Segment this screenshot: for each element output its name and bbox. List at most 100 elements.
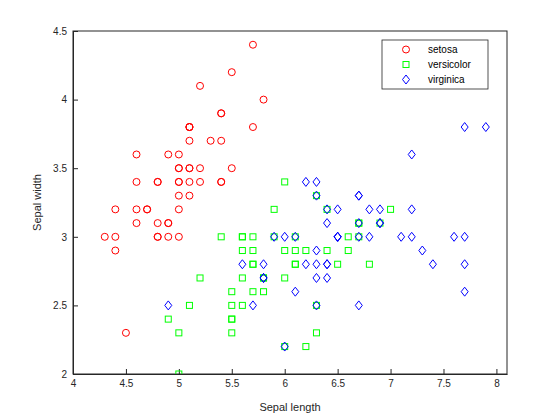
legend-label: setosa <box>428 44 458 55</box>
point <box>313 246 320 255</box>
y-tick-label: 2 <box>61 369 67 380</box>
point <box>197 82 204 89</box>
point <box>207 137 214 144</box>
point <box>303 248 309 254</box>
point <box>175 151 182 158</box>
x-tick-label: 5 <box>177 378 183 389</box>
point <box>154 178 161 185</box>
point <box>271 206 277 212</box>
point <box>133 206 140 213</box>
point <box>345 248 351 254</box>
points <box>101 41 489 374</box>
point <box>175 192 182 199</box>
point <box>165 220 172 227</box>
point <box>239 302 245 308</box>
point <box>197 275 203 281</box>
point <box>176 330 182 336</box>
point <box>186 137 193 144</box>
y-tick: 2.5 <box>53 300 78 311</box>
point <box>239 234 245 240</box>
point <box>334 232 341 241</box>
point <box>228 165 235 172</box>
y-tick-label: 2.5 <box>53 300 67 311</box>
point <box>186 124 193 131</box>
series-virginica <box>165 123 490 352</box>
point <box>249 124 256 131</box>
point <box>334 232 341 241</box>
point <box>282 179 288 185</box>
point <box>133 178 140 185</box>
x-tick-label: 6.5 <box>331 378 345 389</box>
point <box>313 191 320 200</box>
point <box>250 261 256 267</box>
point <box>482 123 489 132</box>
point <box>186 124 193 131</box>
point <box>313 301 320 310</box>
point <box>197 178 204 185</box>
x-tick: 7 <box>388 369 394 389</box>
point <box>218 110 225 117</box>
point <box>249 301 256 310</box>
point <box>186 302 192 308</box>
x-tick: 5 <box>177 369 183 389</box>
point <box>302 177 309 186</box>
x-tick: 4.5 <box>119 369 133 389</box>
point <box>112 233 119 240</box>
point <box>154 233 161 240</box>
legend-box <box>382 40 488 89</box>
point <box>165 233 172 240</box>
legend-marker <box>403 62 409 68</box>
point <box>345 234 351 240</box>
point <box>229 302 235 308</box>
point <box>112 206 119 213</box>
y-tick-mark <box>73 168 78 169</box>
point <box>133 151 140 158</box>
x-tick-mark <box>232 369 233 374</box>
point <box>461 287 468 296</box>
point <box>334 205 341 214</box>
point <box>355 219 362 228</box>
point <box>112 247 119 254</box>
point <box>302 260 309 269</box>
plot: 44.555.566.577.5822.533.544.5 <box>53 26 507 389</box>
point <box>175 178 182 185</box>
point <box>324 219 331 228</box>
point <box>186 124 193 131</box>
point <box>313 177 320 186</box>
point <box>144 206 151 213</box>
point <box>313 273 320 282</box>
point <box>292 232 299 241</box>
point <box>218 110 225 117</box>
x-tick-mark <box>338 369 339 374</box>
point <box>186 178 193 185</box>
point <box>260 260 267 269</box>
point <box>186 192 193 199</box>
x-tick-label: 4 <box>71 378 77 389</box>
point <box>144 206 151 213</box>
legend-label: virginica <box>428 74 465 85</box>
point <box>281 232 288 241</box>
point <box>282 275 288 281</box>
y-tick-label: 3.5 <box>53 163 67 174</box>
point <box>239 248 245 254</box>
point <box>218 178 225 185</box>
point <box>292 287 299 296</box>
point <box>313 330 319 336</box>
point <box>324 260 331 269</box>
point <box>239 260 246 269</box>
y-tick: 3.5 <box>53 163 78 174</box>
point <box>355 301 362 310</box>
point <box>218 137 225 144</box>
x-tick-label: 7.5 <box>437 378 451 389</box>
y-axis: 22.533.544.5 <box>53 26 78 380</box>
x-tick-mark <box>285 369 286 374</box>
point <box>324 273 331 282</box>
point <box>101 233 108 240</box>
point <box>376 219 383 228</box>
point <box>292 261 298 267</box>
point <box>250 289 256 295</box>
x-tick: 6.5 <box>331 369 345 389</box>
legend-marker <box>403 46 410 53</box>
point <box>229 316 235 322</box>
point <box>218 234 224 240</box>
